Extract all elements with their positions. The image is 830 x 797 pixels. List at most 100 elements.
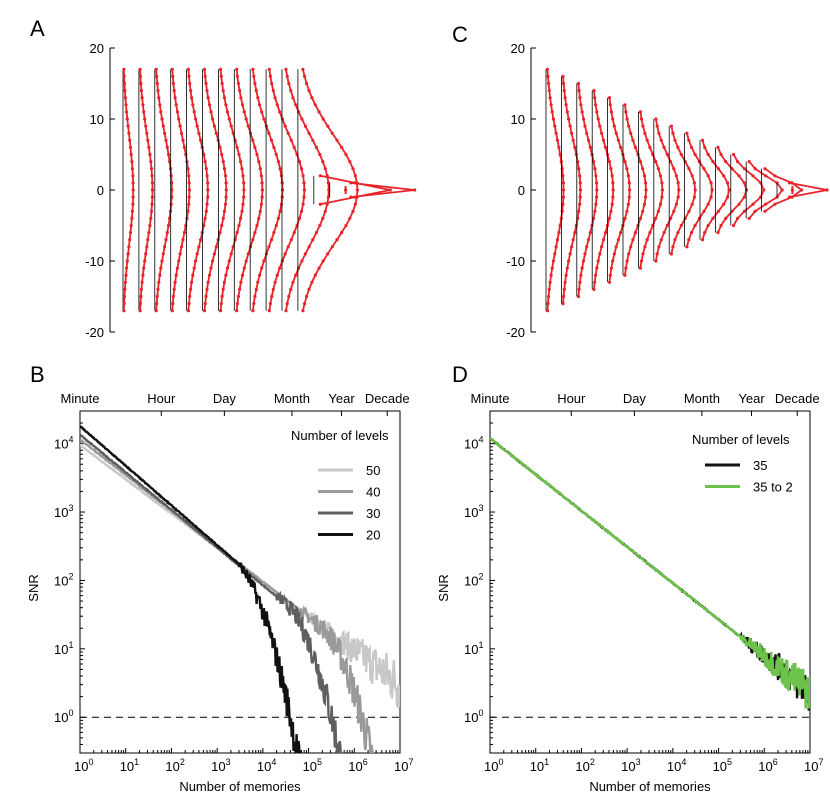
level-marker: [123, 287, 127, 291]
level-marker: [131, 181, 135, 185]
level-marker: [170, 309, 174, 313]
level-marker: [204, 294, 208, 299]
level-marker: [751, 174, 755, 178]
level-marker: [202, 67, 207, 71]
level-marker: [150, 188, 155, 192]
level-marker: [580, 266, 584, 270]
level-marker: [586, 138, 591, 142]
level-marker: [737, 202, 741, 206]
level-marker: [223, 202, 228, 206]
level-marker: [660, 181, 664, 185]
plot-frame: [79, 410, 401, 754]
level-marker: [672, 167, 676, 171]
level-marker: [639, 259, 644, 263]
level-marker: [300, 117, 304, 121]
legend-label: 30: [366, 506, 380, 521]
level-marker: [608, 273, 612, 277]
level-marker: [702, 167, 706, 171]
level-marker: [188, 81, 192, 86]
y-tick-label: 20: [511, 41, 525, 56]
level-marker: [323, 167, 327, 171]
level-marker: [280, 188, 285, 192]
level-marker: [182, 145, 186, 149]
level-marker: [179, 245, 184, 249]
level-marker: [173, 280, 177, 284]
level-marker: [128, 145, 133, 149]
level-marker: [554, 245, 558, 249]
level-marker: [229, 252, 233, 256]
level-marker: [693, 152, 697, 157]
level-marker: [146, 238, 150, 242]
level-marker: [773, 174, 777, 178]
level-marker: [138, 74, 142, 78]
level-marker: [742, 167, 747, 171]
level-marker: [235, 145, 239, 149]
level-marker: [562, 89, 566, 93]
x-tick-label: 103: [621, 757, 640, 774]
level-marker: [638, 160, 643, 164]
x-tick-label: 104: [667, 757, 686, 774]
level-marker: [123, 280, 127, 284]
level-marker: [641, 209, 645, 213]
level-marker: [212, 124, 216, 128]
level-marker: [160, 259, 164, 263]
level-marker: [658, 202, 663, 206]
level-marker: [579, 273, 583, 277]
level-marker: [292, 231, 296, 235]
level-marker: [716, 145, 720, 149]
level-marker: [656, 209, 661, 213]
level-marker: [594, 174, 598, 178]
level-marker: [161, 252, 165, 256]
level-marker: [258, 103, 262, 107]
level-marker: [274, 223, 278, 228]
level-marker: [614, 131, 618, 135]
series-line: [490, 437, 810, 709]
level-marker: [224, 273, 228, 277]
y-tick-label: 103: [54, 503, 73, 520]
level-marker: [317, 266, 321, 270]
x-tick-label: 100: [484, 757, 503, 774]
level-marker: [562, 287, 566, 291]
level-marker: [286, 245, 290, 249]
level-marker: [158, 103, 162, 107]
level-marker: [122, 81, 127, 86]
panel-a-chart: 20 10 0 -10 -20: [85, 41, 417, 340]
level-marker: [747, 160, 751, 164]
level-marker: [212, 252, 216, 256]
level-marker: [287, 81, 291, 86]
level-marker: [240, 167, 244, 171]
level-marker: [171, 302, 175, 306]
level-marker: [206, 181, 210, 185]
level-marker: [562, 81, 566, 86]
level-marker: [199, 238, 203, 242]
level-marker: [177, 259, 181, 263]
level-marker: [669, 124, 674, 128]
level-marker: [143, 117, 147, 121]
level-marker: [676, 181, 680, 185]
panel-c-chart: 20 10 0 -10 -20: [506, 41, 829, 340]
level-marker: [570, 245, 574, 249]
level-marker: [192, 266, 196, 270]
level-marker: [310, 280, 314, 284]
level-marker: [299, 209, 304, 213]
level-marker: [139, 89, 143, 93]
level-marker: [611, 259, 615, 263]
level-marker: [353, 174, 357, 178]
level-marker: [644, 195, 648, 199]
level-marker: [272, 231, 276, 235]
level-marker: [221, 287, 225, 291]
level-marker: [220, 152, 224, 157]
x-tick-label: 105: [303, 757, 322, 774]
level-marker: [600, 245, 604, 249]
level-marker: [259, 174, 263, 178]
level-marker: [710, 188, 714, 192]
level-marker: [658, 174, 663, 178]
level-marker: [601, 138, 606, 142]
level-marker: [764, 174, 768, 178]
level-marker: [583, 124, 587, 128]
level-marker: [305, 81, 309, 86]
level-marker: [268, 302, 272, 306]
level-marker: [742, 209, 747, 213]
level-marker: [697, 160, 702, 164]
level-marker: [616, 138, 621, 142]
